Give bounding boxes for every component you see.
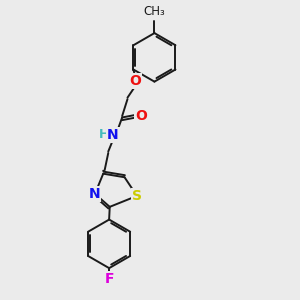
Text: N: N (107, 128, 118, 142)
Text: H: H (99, 128, 110, 140)
Text: CH₃: CH₃ (144, 5, 165, 18)
Text: F: F (104, 272, 114, 286)
Text: O: O (129, 74, 141, 88)
Text: S: S (132, 189, 142, 203)
Text: O: O (135, 109, 147, 123)
Text: N: N (88, 187, 100, 201)
